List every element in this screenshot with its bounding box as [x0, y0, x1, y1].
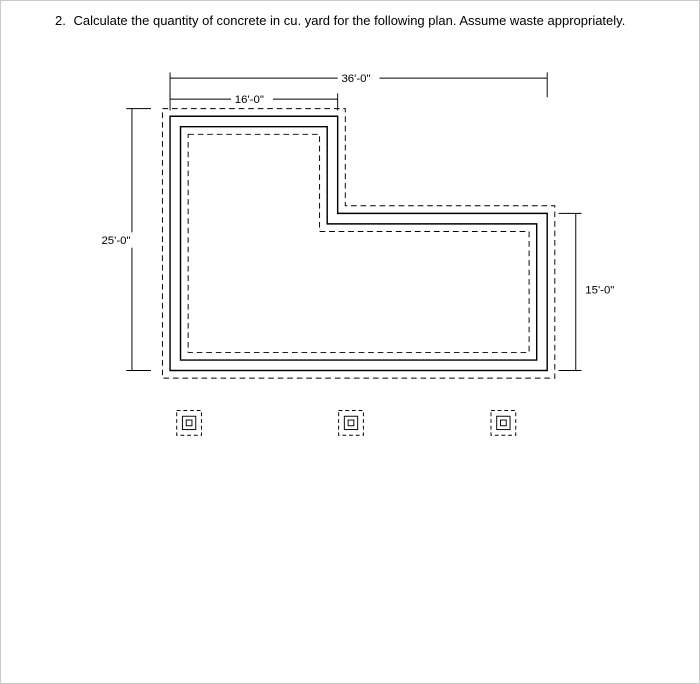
footing-symbol-3: [491, 411, 516, 436]
dim-top-left-label: 16'-0": [235, 94, 264, 106]
dim-left: 25'-0": [98, 109, 151, 371]
page: 2. Calculate the quantity of concrete in…: [0, 0, 700, 684]
question-number: 2.: [55, 13, 66, 30]
question-body: Calculate the quantity of concrete in cu…: [73, 13, 625, 28]
wall-outer-dashed: [162, 109, 554, 379]
question-text: 2. Calculate the quantity of concrete in…: [55, 13, 679, 30]
footing-symbol-2: [339, 411, 364, 436]
dim-top-left: 16'-0": [170, 91, 338, 110]
dim-top-full-label: 36'-0": [341, 73, 370, 85]
plan-svg: 36'-0" 16'-0" 25'-0": [41, 61, 661, 461]
dim-top-full: 36'-0": [170, 71, 547, 98]
dim-right: 15'-0": [559, 213, 624, 370]
wall-outer-solid: [170, 116, 547, 370]
plan-drawing: 36'-0" 16'-0" 25'-0": [41, 61, 661, 461]
footing-symbol-1: [177, 411, 202, 436]
wall-inner-dashed: [188, 134, 529, 352]
dim-right-label: 15'-0": [585, 284, 614, 296]
dim-left-label: 25'-0": [101, 235, 130, 247]
wall-inner-solid: [181, 127, 537, 360]
